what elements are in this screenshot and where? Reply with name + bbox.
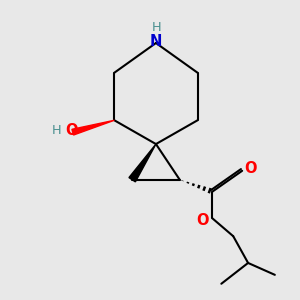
Text: H: H	[152, 21, 161, 34]
Text: O: O	[196, 213, 208, 228]
Text: H: H	[52, 124, 61, 137]
Polygon shape	[129, 144, 156, 182]
Text: N: N	[150, 34, 162, 49]
Text: O: O	[244, 161, 257, 176]
Text: O: O	[65, 123, 77, 138]
Polygon shape	[72, 120, 114, 135]
